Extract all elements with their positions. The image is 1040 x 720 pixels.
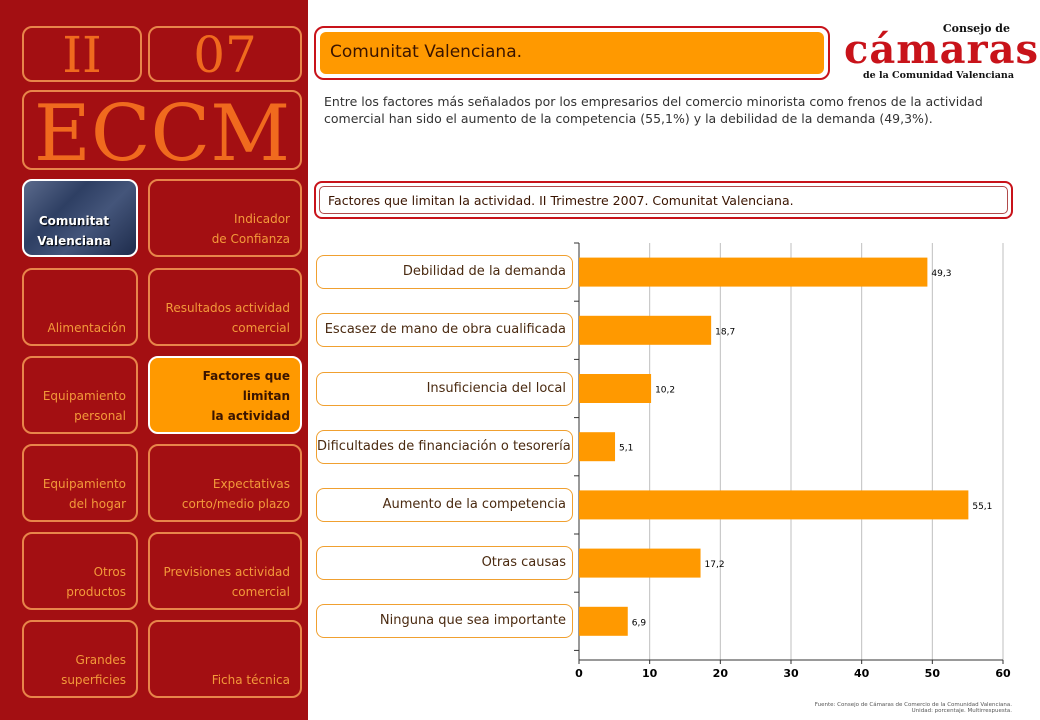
nav-label: Previsiones actividad comercial (163, 565, 290, 599)
data-label: 17,2 (705, 560, 725, 570)
nav-equipamiento-personal[interactable]: Equipamiento personal (22, 356, 138, 434)
nav-label: Comunitat Valenciana (37, 214, 111, 248)
data-label: 18,7 (715, 327, 735, 337)
nav-previsiones[interactable]: Previsiones actividad comercial (148, 532, 302, 610)
bar (579, 490, 969, 520)
logo-top-text: Consejo de (942, 22, 1010, 35)
nav-label: Equipamiento del hogar (42, 477, 126, 511)
category-label: Otras causas (316, 546, 573, 581)
bar (579, 257, 928, 287)
nav-expectativas[interactable]: Expectativas corto/medio plazo (148, 444, 302, 522)
nav-resultados-actividad[interactable]: Resultados actividad comercial (148, 268, 302, 346)
logo-bottom-text: de la Comunidad Valenciana (862, 70, 1014, 81)
section-number: II (22, 26, 142, 82)
nav-label: Resultados actividad comercial (165, 301, 290, 335)
nav-comunitat-valenciana[interactable]: Comunitat Valenciana (22, 179, 138, 257)
acronym-title: ECCM (22, 90, 302, 170)
nav-otros-productos[interactable]: Otros productos (22, 532, 138, 610)
category-label: Aumento de la competencia (316, 487, 573, 522)
nav-factores-limitan[interactable]: Factores que limitan la actividad (148, 356, 302, 434)
data-label: 49,3 (931, 269, 951, 279)
x-tick-label: 60 (995, 667, 1011, 680)
x-tick-label: 10 (642, 667, 658, 680)
data-label: 55,1 (972, 502, 992, 512)
page-title-bar: Comunitat Valenciana. (314, 26, 830, 80)
source-line: Fuente: Consejo de Cámaras de Comercio d… (814, 702, 1012, 708)
category-label: Insuficiencia del local (316, 371, 573, 406)
issue-number: 07 (148, 26, 302, 82)
nav-label: Equipamiento personal (42, 389, 126, 423)
data-label: 10,2 (655, 386, 675, 396)
chart-title-bar: Factores que limitan la actividad. II Tr… (314, 181, 1013, 219)
category-label: Ninguna que sea importante (316, 604, 573, 639)
x-tick-label: 20 (713, 667, 729, 680)
nav-label: Indicador de Confianza (211, 212, 290, 246)
x-tick-label: 30 (783, 667, 799, 680)
nav-grandes-superficies[interactable]: Grandes superficies (22, 620, 138, 698)
nav-label: Ficha técnica (211, 673, 290, 687)
nav-alimentacion[interactable]: Alimentación (22, 268, 138, 346)
nav-ficha-tecnica[interactable]: Ficha técnica (148, 620, 302, 698)
bar (579, 374, 652, 403)
unit-line: Unidad: porcentaje. Multirrespuesta. (911, 708, 1012, 714)
nav-indicador-confianza[interactable]: Indicador de Confianza (148, 179, 302, 257)
data-label: 5,1 (619, 444, 633, 454)
x-tick-label: 50 (925, 667, 941, 680)
bar (579, 548, 701, 578)
chart-title: Factores que limitan la actividad. II Tr… (319, 186, 1008, 214)
source-note: Fuente: Consejo de Cámaras de Comercio d… (815, 702, 1012, 714)
bar (579, 432, 616, 462)
category-label: Escasez de mano de obra cualificada (316, 313, 573, 348)
page-title: Comunitat Valenciana. (320, 32, 824, 74)
logo-main-text: cámaras (844, 26, 1040, 73)
data-label: 6,9 (632, 618, 647, 628)
nav-label: Alimentación (47, 321, 127, 335)
nav-label: Otros productos (66, 565, 126, 599)
nav-equipamiento-hogar[interactable]: Equipamiento del hogar (22, 444, 138, 522)
camaras-logo: Consejo de cámaras de la Comunidad Valen… (842, 22, 1038, 84)
nav-label: Expectativas corto/medio plazo (181, 477, 290, 511)
nav-label: Factores que limitan la actividad (202, 369, 290, 423)
category-label: Debilidad de la demanda (316, 255, 573, 290)
intro-text: Entre los factores más señalados por los… (324, 94, 983, 126)
x-tick-label: 40 (854, 667, 870, 680)
x-tick-label: 0 (575, 667, 583, 680)
bar (579, 606, 628, 636)
nav-label: Grandes superficies (61, 653, 126, 687)
bar (579, 315, 712, 345)
category-label: Dificultades de financiación o tesorería (316, 429, 573, 464)
sidebar: II 07 ECCM Comunitat Valenciana Indicado… (0, 0, 308, 720)
